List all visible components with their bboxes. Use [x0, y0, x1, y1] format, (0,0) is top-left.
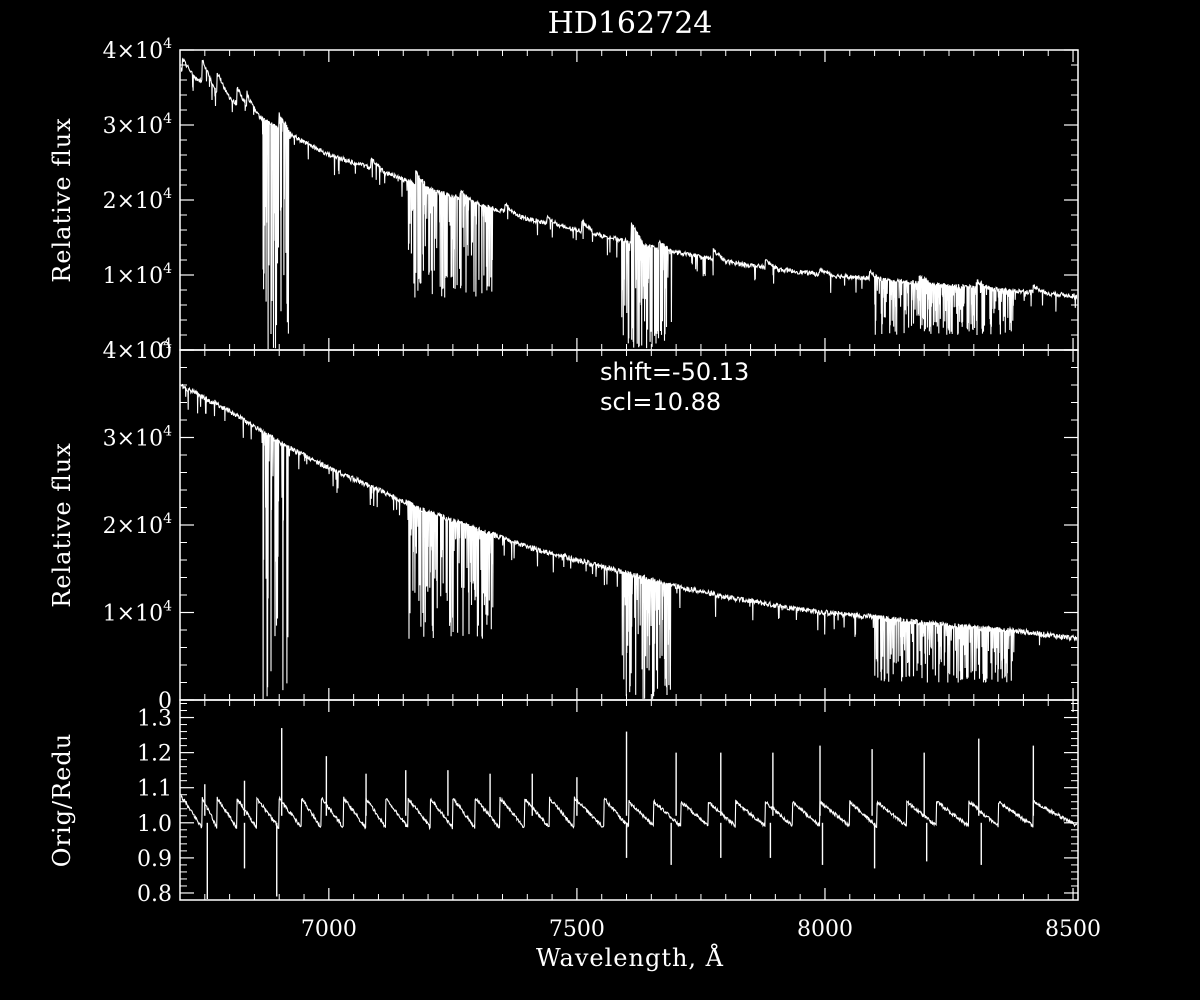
y-tick-label: 1.1 — [137, 777, 172, 802]
y-tick-label: 1×104 — [103, 599, 172, 627]
y-tick-label: 4×104 — [103, 36, 172, 64]
x-axis-label: Wavelength, Å — [536, 943, 724, 972]
y-axis-label: Relative flux — [48, 117, 76, 283]
y-tick-label: 1.0 — [137, 812, 172, 837]
x-tick-label: 8000 — [797, 917, 853, 942]
spectrum-line — [181, 793, 1077, 831]
annotation-text: shift=-50.13 — [600, 358, 749, 386]
annotation-text: scl=10.88 — [600, 388, 721, 416]
spectrum-line — [181, 383, 1077, 699]
y-tick-label: 4×104 — [103, 336, 172, 364]
y-tick-label: 3×104 — [103, 111, 172, 139]
y-tick-label: 2×104 — [103, 186, 172, 214]
y-tick-label: 0.8 — [137, 882, 172, 907]
y-axis-label: Relative flux — [48, 442, 76, 608]
y-tick-label: 1.3 — [137, 707, 172, 732]
panel-1: 0 1×104 2×104 3×104 4×104 Relative flux — [48, 36, 1079, 364]
y-tick-label: 1×104 — [103, 261, 172, 289]
panels: 0 1×104 2×104 3×104 4×104 Relative flux 0 1×104… — [48, 36, 1101, 942]
x-tick-label: 7500 — [549, 917, 605, 942]
spectrum-line — [181, 57, 1077, 349]
x-tick-label: 7000 — [301, 917, 357, 942]
y-tick-label: 3×104 — [103, 424, 172, 452]
y-tick-label: 0 — [158, 339, 172, 364]
y-tick-label: 0 — [158, 689, 172, 714]
x-tick-label: 8500 — [1045, 917, 1101, 942]
y-axis-label: Orig/Redu — [48, 733, 76, 867]
y-tick-label: 2×104 — [103, 511, 172, 539]
panel-3: 0.8 0.9 1.0 1.1 1.2 1.3 Orig/Redu 7000 7500 8000 8… — [48, 699, 1101, 942]
chart-title: HD162724 — [548, 6, 713, 41]
y-tick-label: 1.2 — [137, 742, 172, 767]
y-tick-label: 0.9 — [137, 847, 172, 872]
panel-frame — [179, 699, 1079, 901]
